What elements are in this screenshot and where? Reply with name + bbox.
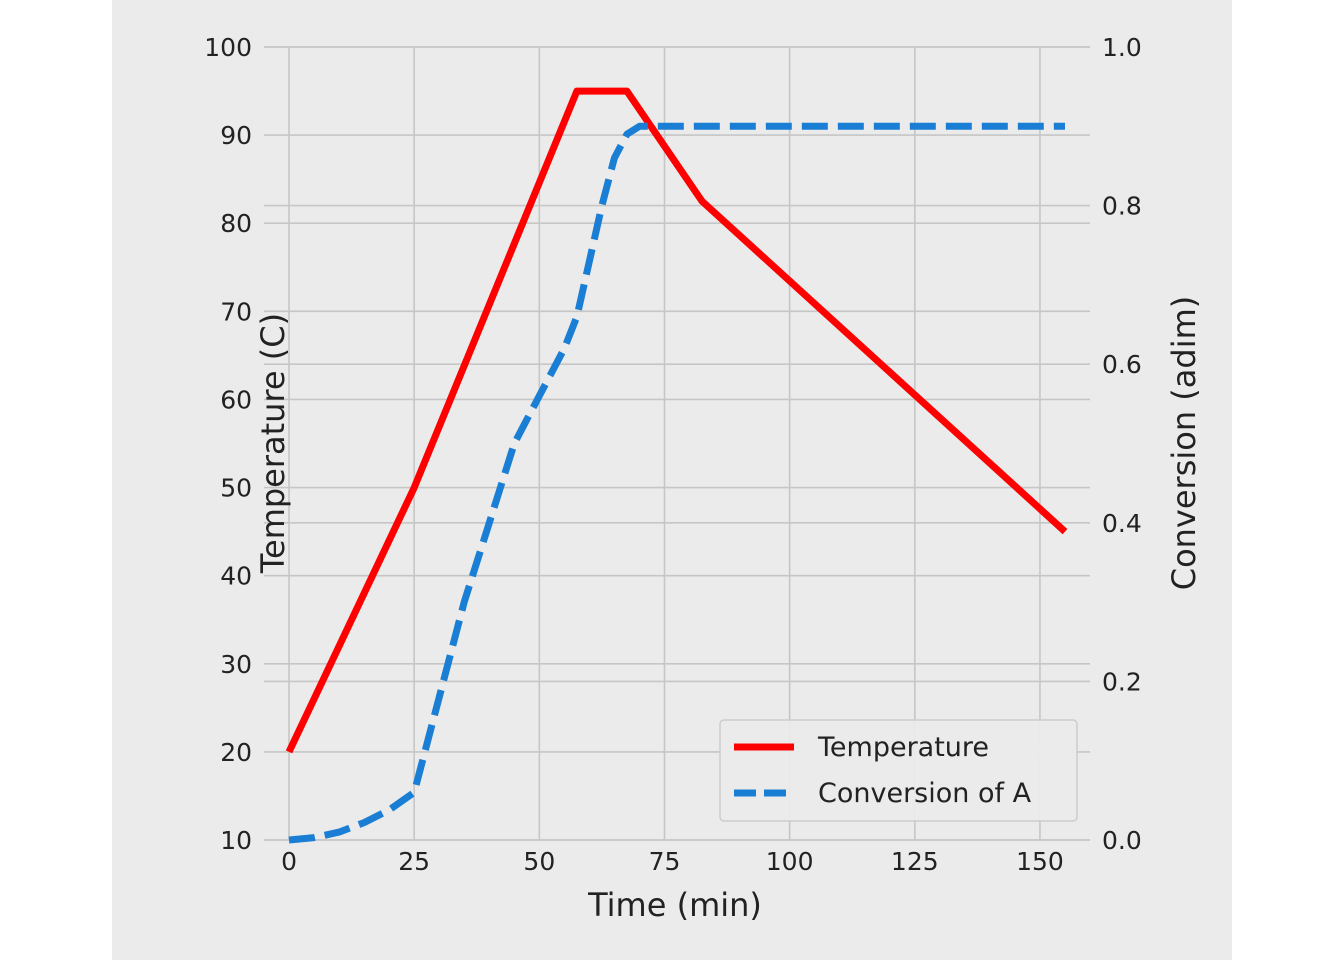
temperature-line <box>285 87 1068 754</box>
y-right-tick-label: 0.6 <box>1102 350 1142 379</box>
conversion-line <box>288 122 1065 844</box>
y-left-tick-label: 90 <box>220 121 252 150</box>
x-tick-label: 25 <box>398 847 430 876</box>
y-left-tick-label: 40 <box>220 562 252 591</box>
y-axis-right-label: Conversion (adim) <box>1165 296 1203 591</box>
y-right-tick-label: 0.0 <box>1102 826 1142 855</box>
x-tick-label: 50 <box>523 847 555 876</box>
ticks-layer: 0 25 50 75 100 125 150 10 20 30 40 50 60 70 80 90 100 0.0… <box>204 33 1141 876</box>
y-left-tick-label: 70 <box>220 297 252 326</box>
y-left-tick-label: 100 <box>204 33 252 62</box>
y-right-tick-label: 0.8 <box>1102 192 1142 221</box>
x-tick-label: 150 <box>1016 847 1064 876</box>
y-right-tick-label: 0.4 <box>1102 509 1142 538</box>
legend-label-temperature: Temperature <box>817 732 989 763</box>
y-right-tick-label: 1.0 <box>1102 33 1142 62</box>
legend-label-conversion: Conversion of A <box>818 778 1032 809</box>
y-left-tick-label: 20 <box>220 738 252 767</box>
y-left-tick-label: 80 <box>220 209 252 238</box>
dual-axis-line-chart: 0 25 50 75 100 125 150 10 20 30 40 50 60 70 80 90 100 0.0… <box>204 33 1203 924</box>
y-left-tick-label: 50 <box>220 474 252 503</box>
y-axis-left-label: Temperature (C) <box>254 313 292 574</box>
x-axis-label: Time (min) <box>587 886 762 924</box>
x-tick-label: 100 <box>766 847 814 876</box>
x-tick-label: 0 <box>281 847 297 876</box>
y-right-tick-label: 0.2 <box>1102 667 1142 696</box>
y-left-tick-label: 10 <box>220 826 252 855</box>
series-layer <box>285 87 1068 844</box>
y-left-tick-label: 60 <box>220 385 252 414</box>
x-tick-label: 75 <box>649 847 681 876</box>
figure-background: 0 25 50 75 100 125 150 10 20 30 40 50 60 70 80 90 100 0.0… <box>112 0 1232 960</box>
grid <box>264 46 1090 841</box>
legend-box <box>719 719 1078 822</box>
legend: Temperature Conversion of A <box>719 719 1078 822</box>
y-left-tick-label: 30 <box>220 650 252 679</box>
x-tick-label: 125 <box>891 847 939 876</box>
